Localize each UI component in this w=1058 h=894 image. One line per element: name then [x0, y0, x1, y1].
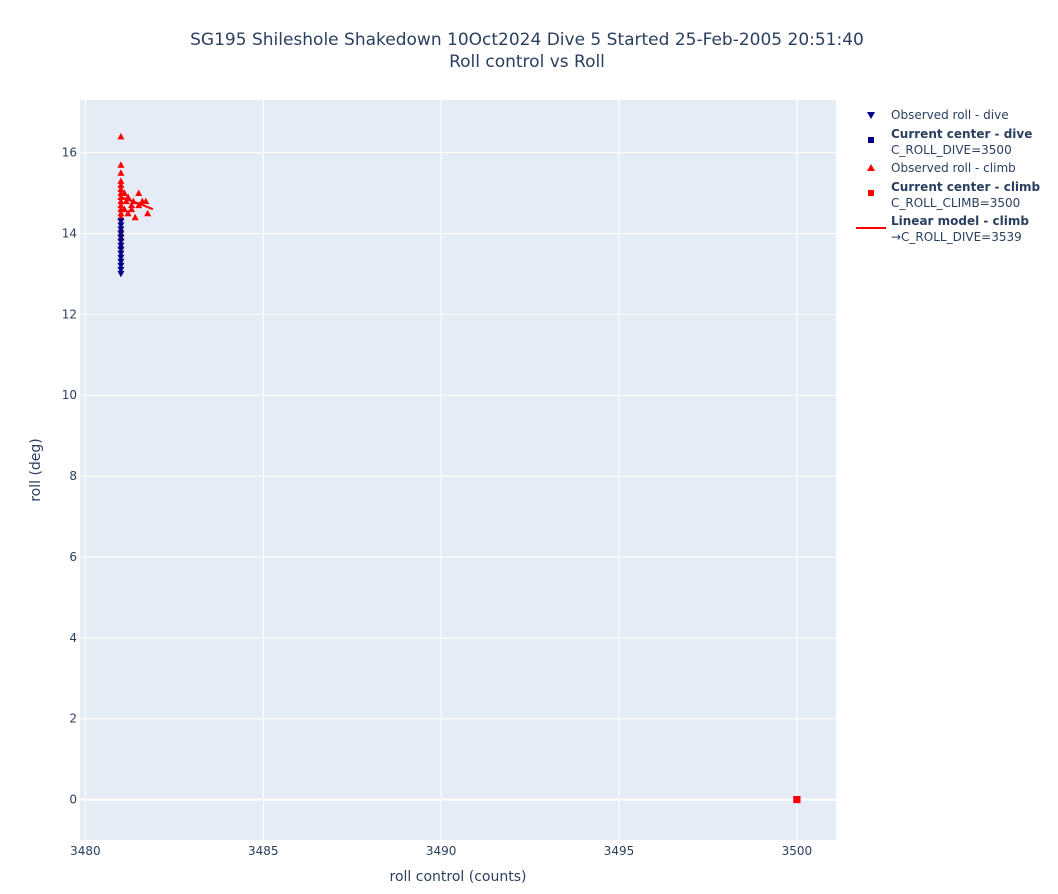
dive-roll-point — [117, 234, 125, 241]
climb-roll-point — [117, 161, 125, 168]
climb-roll-point — [128, 201, 136, 209]
dive-roll-point — [117, 238, 125, 246]
x-tick-label: 3480 — [70, 844, 101, 858]
chart-title: SG195 Shileshole Shakedown 10Oct2024 Div… — [190, 30, 864, 50]
dive-roll-point — [117, 266, 125, 274]
dive-roll-point — [117, 218, 125, 225]
dive-roll-point — [117, 226, 125, 233]
dive-roll-point — [117, 254, 125, 262]
y-tick-labels: 0 2 4 6 8 10 12 14 16 — [62, 146, 77, 807]
y-tick-label: 10 — [62, 388, 77, 402]
climb-roll-point — [117, 132, 125, 140]
legend-label-dive-observed[interactable]: Observed roll - dive — [891, 108, 1009, 122]
x-tick-label: 3500 — [782, 844, 813, 858]
legend-sublabel-climb-center: C_ROLL_CLIMB=3500 — [891, 196, 1020, 210]
climb-roll-point — [117, 197, 125, 205]
climb-roll-point — [120, 189, 128, 197]
legend-marker-dive-observed[interactable] — [867, 112, 875, 119]
dive-roll-point — [117, 230, 125, 237]
climb-center-point — [793, 796, 801, 804]
climb-roll-point — [131, 213, 139, 221]
x-grid — [84, 100, 798, 840]
climb-roll-point — [117, 169, 125, 176]
climb-roll-point — [117, 181, 125, 188]
legend-sublabel-linear-model: →C_ROLL_DIVE=3539 — [891, 230, 1022, 244]
dive-roll-point — [117, 270, 125, 278]
legend-marker-climb-observed[interactable] — [867, 164, 875, 171]
legend: Observed roll - dive Current center - di… — [856, 108, 1041, 244]
climb-roll-point — [144, 209, 152, 217]
climb-roll-point — [135, 189, 143, 197]
legend-label-climb-observed[interactable]: Observed roll - climb — [891, 161, 1016, 175]
climb-roll-point — [142, 197, 150, 205]
x-tick-label: 3485 — [248, 844, 279, 858]
y-axis-label: roll (deg) — [28, 438, 44, 502]
y-grid — [80, 152, 836, 801]
legend-label-linear-model[interactable]: Linear model - climb — [891, 214, 1029, 228]
linear-model-line — [120, 196, 154, 211]
chart-marks — [117, 132, 801, 804]
dive-roll-point — [117, 250, 125, 258]
y-tick-label: 0 — [69, 793, 77, 807]
y-tick-label: 12 — [62, 307, 77, 321]
x-tick-label: 3495 — [604, 844, 635, 858]
climb-roll-point — [117, 201, 125, 209]
x-tick-labels: 3480 3485 3490 3495 3500 — [70, 844, 812, 858]
legend-marker-dive-center[interactable] — [868, 137, 874, 143]
legend-label-dive-center[interactable]: Current center - dive — [891, 127, 1032, 141]
y-tick-label: 8 — [69, 469, 77, 483]
dive-roll-point — [117, 262, 125, 270]
y-tick-label: 2 — [69, 712, 77, 726]
y-tick-label: 6 — [69, 550, 77, 564]
chart-subtitle: Roll control vs Roll — [449, 52, 605, 72]
dive-roll-point — [117, 242, 125, 250]
y-tick-label: 14 — [62, 226, 77, 240]
legend-marker-climb-center[interactable] — [868, 190, 874, 196]
climb-roll-point — [122, 197, 130, 205]
legend-label-climb-center[interactable]: Current center - climb — [891, 180, 1041, 194]
x-tick-label: 3490 — [426, 844, 457, 858]
climb-roll-point — [117, 177, 125, 184]
plot-area — [80, 100, 836, 840]
y-tick-label: 4 — [69, 631, 77, 645]
dive-roll-point — [117, 258, 125, 266]
climb-roll-point — [120, 205, 128, 213]
legend-sublabel-dive-center: C_ROLL_DIVE=3500 — [891, 143, 1012, 157]
climb-roll-point — [117, 185, 125, 192]
climb-roll-point — [135, 201, 143, 209]
climb-roll-point — [128, 205, 136, 213]
dive-roll-point — [117, 222, 125, 229]
x-axis-label: roll control (counts) — [390, 869, 527, 885]
climb-roll-point — [124, 209, 132, 217]
climb-roll-point — [117, 209, 125, 217]
y-tick-label: 16 — [62, 146, 77, 160]
dive-roll-point — [117, 246, 125, 254]
